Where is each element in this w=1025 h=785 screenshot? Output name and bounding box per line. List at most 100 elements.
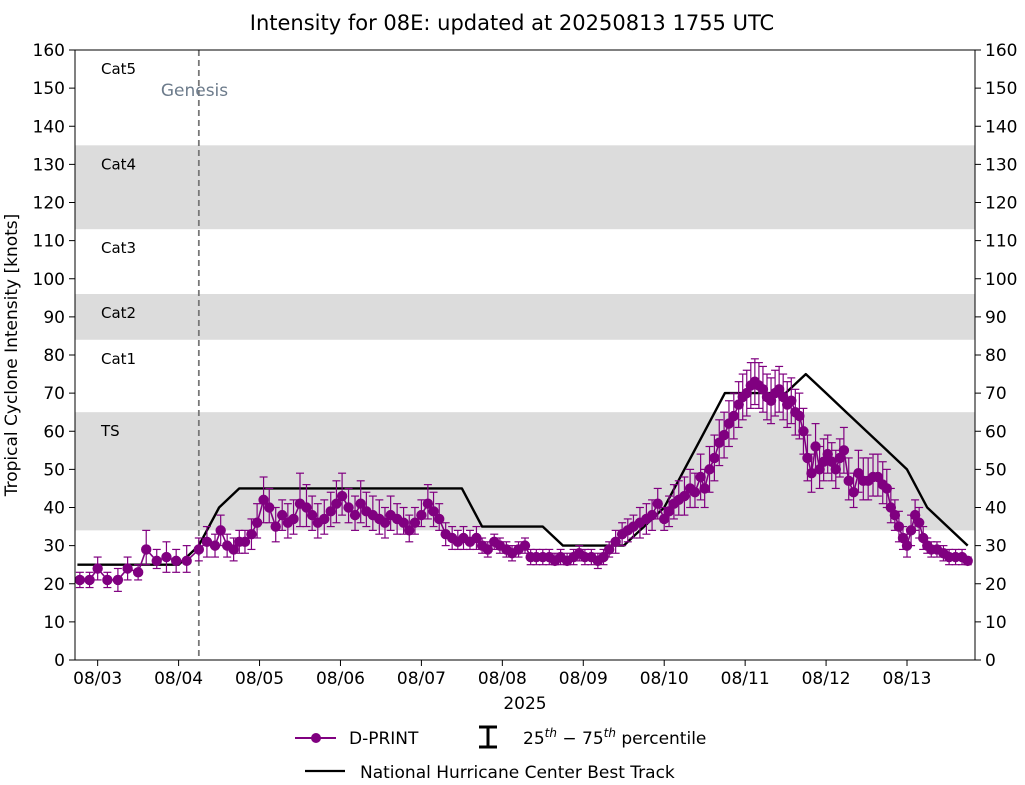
dprint-point	[258, 494, 269, 506]
band-cat2	[75, 294, 975, 340]
dprint-point	[603, 544, 615, 555]
y-tick-label-right: 20	[985, 575, 1007, 595]
dprint-point	[786, 395, 797, 406]
genesis-label: Genesis	[161, 81, 228, 101]
dprint-point	[181, 555, 192, 567]
dprint-point	[102, 574, 113, 586]
y-tick-label-right: 30	[985, 537, 1007, 557]
y-tick-label: 10	[43, 613, 65, 633]
dprint-point	[319, 513, 330, 525]
category-label-cat2: Cat2	[101, 304, 136, 322]
dprint-point	[909, 509, 921, 521]
dprint-point	[416, 509, 427, 521]
dprint-point	[872, 471, 884, 483]
dprint-point	[714, 437, 725, 448]
chart-title: Intensity for 08E: updated at 20250813 1…	[250, 11, 774, 35]
dprint-point	[723, 418, 735, 429]
dprint-point	[193, 544, 205, 555]
dprint-point	[409, 517, 421, 528]
y-tick-label: 20	[43, 575, 65, 595]
dprint-point	[610, 536, 621, 548]
category-label-cat3: Cat3	[101, 239, 136, 257]
dprint-point	[728, 410, 740, 422]
dprint-point	[822, 448, 833, 460]
x-tick-label: 08/07	[397, 669, 446, 689]
dprint-point	[773, 384, 785, 395]
legend-percentile-icon	[479, 725, 497, 749]
dprint-point	[897, 532, 909, 544]
y-tick-label: 100	[33, 270, 65, 290]
band-ts	[75, 412, 975, 531]
dprint-point	[379, 517, 391, 528]
dprint-point	[343, 502, 354, 513]
dprint-point	[170, 555, 182, 567]
dprint-point	[913, 517, 925, 528]
band-cat4	[75, 145, 975, 230]
dprint-point	[962, 555, 973, 567]
dprint-point	[201, 536, 213, 548]
dprint-point	[92, 563, 103, 574]
dprint-point	[482, 544, 493, 555]
y-tick-label-right: 50	[985, 460, 1007, 480]
y-tick-label: 110	[33, 232, 65, 252]
dprint-point	[881, 483, 892, 494]
y-tick-label: 0	[54, 651, 65, 671]
legend-dprint-marker	[311, 733, 321, 743]
y-tick-label: 40	[43, 499, 65, 519]
category-labels: TS Cat1 Cat2 Cat3 Cat4 Cat5	[100, 60, 136, 440]
genesis-marker: Genesis	[161, 50, 228, 660]
dprint-point	[84, 574, 95, 586]
x-tick-label: 08/09	[559, 669, 608, 689]
dprint-point	[765, 395, 777, 406]
y-tick-label-right: 0	[985, 651, 996, 671]
dprint-point	[652, 498, 663, 509]
y-tick-label: 30	[43, 537, 65, 557]
dprint-point	[122, 563, 133, 574]
dprint-point	[471, 532, 482, 544]
dprint-point	[818, 456, 829, 467]
dprint-point	[276, 509, 288, 521]
dprint-point	[838, 445, 850, 456]
dprint-point	[826, 456, 837, 467]
category-label-cat4: Cat4	[101, 155, 136, 173]
dprint-point	[215, 525, 226, 536]
dprint-point	[689, 487, 701, 498]
dprint-point	[777, 391, 789, 403]
y-tick-label-right: 140	[985, 117, 1017, 137]
dprint-point	[814, 464, 825, 475]
y-axis-left: 0 10 20 30 40 50 60 70 80 90 100 110 120 130 140 150 160	[33, 41, 75, 671]
y-tick-label-right: 150	[985, 79, 1017, 99]
x-tick-label: 08/11	[721, 669, 770, 689]
dprint-point	[853, 467, 864, 479]
dprint-point	[239, 536, 251, 548]
x-tick-label: 08/03	[73, 669, 122, 689]
dprint-point	[704, 464, 715, 475]
dprint-point	[428, 506, 439, 517]
dprint-point	[646, 509, 658, 521]
dprint-point	[889, 509, 901, 521]
dprint-point	[757, 384, 769, 395]
dprint-point	[893, 521, 905, 532]
dprint-point	[434, 513, 445, 525]
dprint-point	[246, 528, 257, 540]
dprint-point	[422, 498, 434, 509]
y-tick-label: 90	[43, 308, 65, 328]
x-tick-label: 08/04	[154, 669, 203, 689]
y-tick-label: 80	[43, 346, 65, 366]
legend-dprint-label: D-PRINT	[349, 729, 419, 749]
y-tick-label-right: 160	[985, 41, 1017, 61]
y-tick-label-right: 100	[985, 270, 1017, 290]
y-tick-label: 120	[33, 194, 65, 214]
dprint-point	[830, 464, 841, 475]
dprint-point	[901, 540, 913, 551]
dprint-point	[834, 452, 846, 464]
dprint-point	[699, 483, 710, 494]
dprint-point	[336, 490, 348, 502]
x-tick-label: 08/06	[316, 669, 365, 689]
y-axis-right: 0 10 20 30 40 50 60 70 80 90 100 110 120 130 140 150 160	[975, 41, 1017, 671]
y-tick-label-right: 80	[985, 346, 1007, 366]
category-bands	[75, 145, 975, 531]
dprint-point	[209, 540, 221, 551]
dprint-point	[112, 574, 124, 586]
dprint-point	[398, 517, 409, 528]
